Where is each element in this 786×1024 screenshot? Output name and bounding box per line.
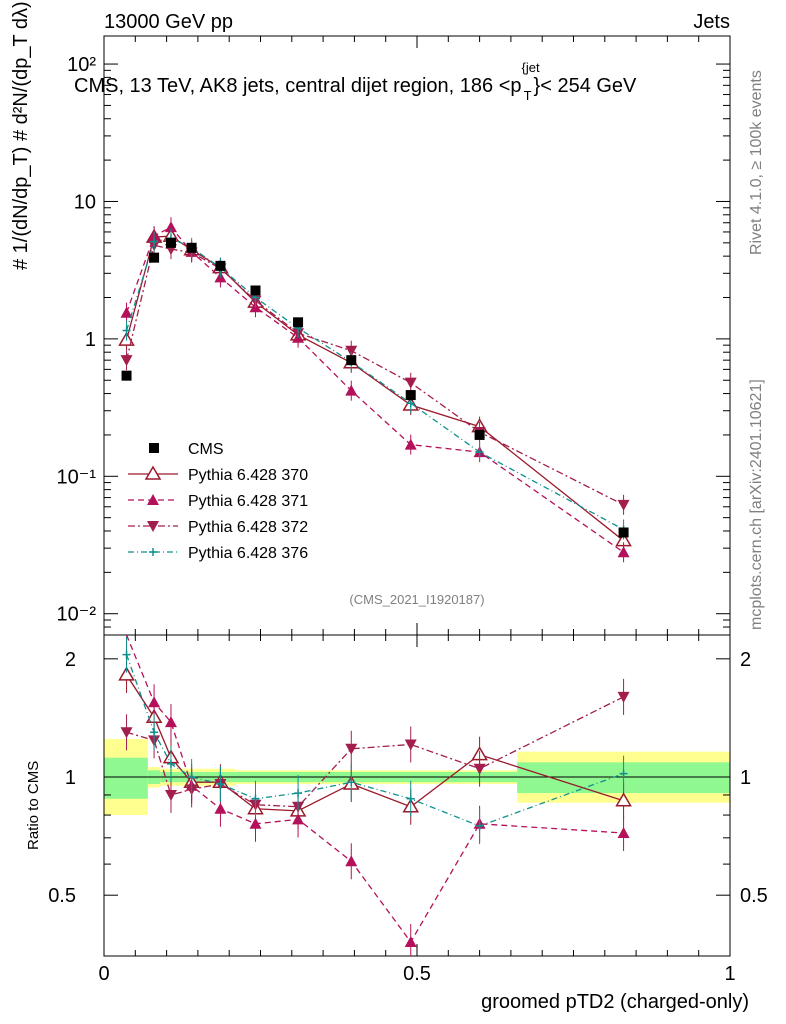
ratio-y-tick-label: 2 — [65, 649, 76, 671]
header-left: 13000 GeV pp — [104, 11, 233, 33]
star-marker — [406, 399, 415, 408]
legend-label: Pythia 6.428 372 — [188, 519, 308, 536]
triangle-down-marker — [120, 355, 133, 367]
triangle-up-marker — [164, 716, 177, 728]
series-line — [125, 226, 624, 553]
plot-title-main: CMS, 13 TeV, AK8 jets, central dijet reg… — [74, 75, 522, 97]
series-line — [125, 244, 624, 506]
triangle-down-marker — [404, 377, 417, 389]
open-triangle-marker — [144, 465, 162, 480]
triangle-up-marker — [148, 696, 161, 708]
cms-data-point — [149, 252, 160, 263]
ratio-layer — [118, 634, 632, 956]
triangle-up-marker — [147, 494, 159, 505]
triangle-up-marker — [617, 827, 630, 839]
star-marker — [406, 794, 415, 803]
triangle-up-marker — [120, 306, 133, 318]
y-tick-label-main: 10² — [67, 54, 96, 76]
cms-data-point — [186, 242, 197, 253]
y-axis-title-main: # 1/(dN/dp_T) # d²N/(dp_T dλ) — [10, 1, 32, 270]
star-marker — [122, 326, 131, 335]
star-marker — [251, 794, 260, 803]
legend-label: Pythia 6.428 370 — [188, 467, 308, 484]
cms-data-point — [250, 285, 261, 296]
legend-label: CMS — [188, 441, 224, 458]
x-tick-label: 0 — [98, 963, 109, 985]
triangle-down-marker — [404, 739, 417, 751]
cms-data-point — [215, 260, 226, 271]
triangle-up-marker — [617, 546, 630, 558]
rivet-version-label: Rivet 4.1.0, ≥ 100k events — [748, 70, 765, 255]
triangle-down-marker — [473, 763, 486, 775]
star-marker — [294, 789, 303, 798]
ratio-y-tick-label-right: 1 — [740, 767, 751, 789]
triangle-up-marker — [214, 802, 227, 814]
triangle-down-marker — [345, 743, 358, 755]
cms-data-point — [121, 370, 132, 381]
y-tick-label-main: 10⁻² — [57, 604, 97, 626]
triangle-down-marker — [147, 521, 159, 532]
header-right: Jets — [693, 11, 730, 33]
mcplots-label: mcplots.cern.ch [arXiv:2401.10621] — [748, 379, 765, 630]
cms-data-point — [618, 527, 629, 538]
star-marker — [150, 237, 159, 246]
triangle-down-marker — [164, 789, 177, 801]
series-line — [125, 237, 624, 531]
ratio-y-tick-label-right: 2 — [740, 649, 751, 671]
star-marker — [475, 448, 484, 457]
ratio-line — [126, 696, 624, 808]
band-inner-bin — [104, 757, 148, 799]
legend-label: Pythia 6.428 376 — [188, 545, 308, 562]
ratio-y-tick-label-right: 0.5 — [740, 885, 768, 907]
open-triangle-marker — [615, 792, 632, 807]
y-tick-label-main: 10⁻¹ — [57, 466, 97, 488]
cms-data-point — [346, 355, 357, 366]
star-marker — [187, 773, 196, 782]
ratio-y-tick-label: 1 — [65, 767, 76, 789]
plot-title-sup: {jet — [522, 60, 540, 75]
y-tick-label-main: 1 — [85, 329, 96, 351]
star-marker — [166, 759, 175, 768]
star-marker — [122, 650, 131, 659]
triangle-down-marker — [345, 345, 358, 357]
plot-title-sub: T — [524, 88, 532, 103]
open-triangle-marker — [118, 666, 135, 681]
y-axis-title-main-text: # 1/(dN/dp_T) # d²N/(dp_T dλ) — [10, 1, 32, 270]
triangle-up-marker — [404, 935, 417, 947]
triangle-down-marker — [617, 499, 630, 511]
legend-marker-cms — [149, 443, 159, 453]
plot-title-tail: }< 254 GeV — [534, 75, 638, 97]
y-tick-label-main: 10 — [74, 191, 96, 213]
cms-data-point — [165, 237, 176, 248]
x-axis-title: groomed pTD2 (charged-only) — [481, 991, 749, 1013]
star-marker — [619, 769, 628, 778]
x-tick-label: 1 — [724, 963, 735, 985]
axis-ticks: 0 0.5 1 10⁻² 10⁻¹ 1 10 10² 0.5 0.5 1 1 2 2 — [48, 36, 768, 985]
triangle-down-marker — [120, 727, 133, 739]
plot-title: CMS, 13 TeV, AK8 jets, central dijet reg… — [74, 60, 637, 103]
triangle-down-marker — [617, 691, 630, 703]
triangle-up-marker — [404, 438, 417, 450]
legend-label: Pythia 6.428 371 — [188, 493, 308, 510]
triangle-up-marker — [249, 817, 262, 829]
star-marker — [216, 779, 225, 788]
x-tick-label: 0.5 — [403, 963, 431, 985]
triangle-up-marker — [164, 221, 177, 233]
star-marker — [475, 822, 484, 831]
legend: CMS Pythia 6.428 370 Pythia 6.428 371 Pythi… — [128, 441, 308, 562]
triangle-up-marker — [345, 855, 358, 867]
triangle-up-marker — [345, 384, 358, 396]
ratio-y-tick-label: 0.5 — [48, 885, 76, 907]
cms-data-point — [293, 317, 304, 328]
y-axis-title-ratio: Ratio to CMS — [25, 761, 42, 850]
analysis-id-watermark: (CMS_2021_I1920187) — [349, 592, 484, 607]
series-layer — [118, 217, 632, 563]
star-marker — [149, 548, 157, 556]
star-marker — [150, 728, 159, 737]
cms-data-point — [405, 390, 416, 401]
star-marker — [347, 778, 356, 787]
cms-data-point — [474, 429, 485, 440]
